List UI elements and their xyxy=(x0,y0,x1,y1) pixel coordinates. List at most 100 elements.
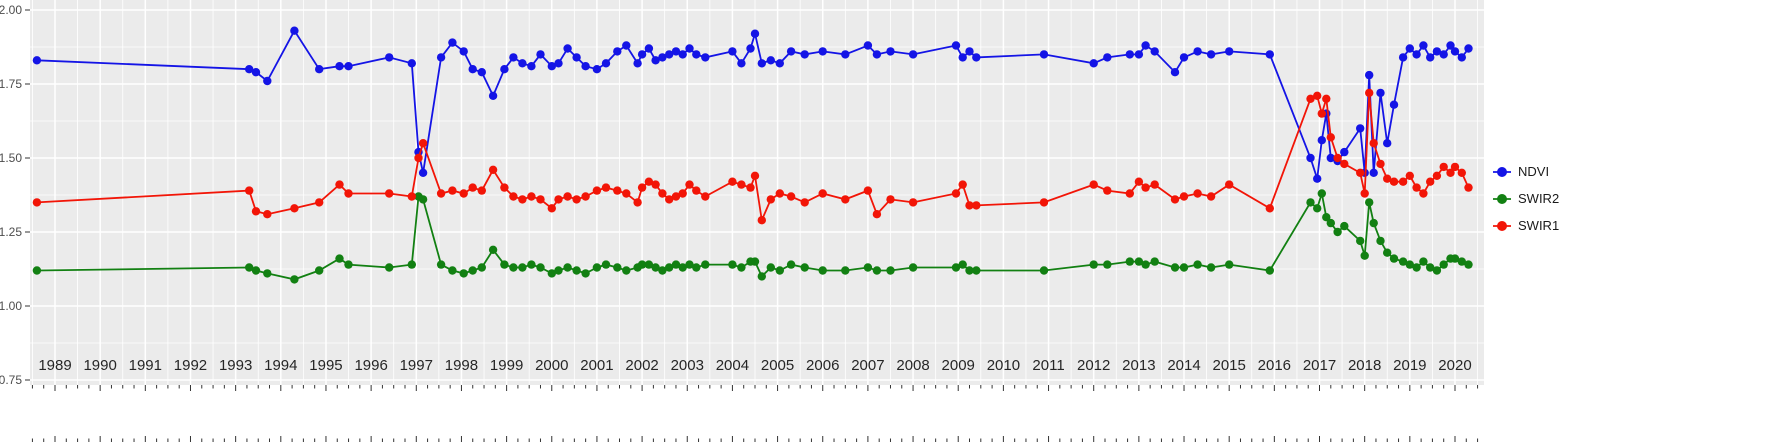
data-point-SWIR2 xyxy=(1439,260,1448,269)
data-point-SWIR1 xyxy=(500,183,509,192)
x-tick-label: 1992 xyxy=(174,357,207,374)
data-point-SWIR2 xyxy=(1179,263,1189,272)
data-point-SWIR1 xyxy=(651,180,660,189)
data-point-SWIR1 xyxy=(1432,171,1442,180)
data-point-NDVI xyxy=(1206,50,1216,59)
data-point-NDVI xyxy=(872,50,882,59)
data-point-SWIR2 xyxy=(678,263,687,272)
data-point-SWIR1 xyxy=(547,204,556,213)
x-tick-label: 2013 xyxy=(1122,357,1155,374)
data-point-NDVI xyxy=(448,38,457,47)
data-point-NDVI xyxy=(251,68,261,77)
data-point-NDVI xyxy=(1150,47,1159,56)
data-point-SWIR2 xyxy=(601,260,611,269)
data-point-SWIR2 xyxy=(592,263,602,272)
data-point-SWIR1 xyxy=(757,216,766,225)
data-point-SWIR2 xyxy=(488,245,498,254)
data-point-SWIR1 xyxy=(750,171,760,180)
data-point-SWIR1 xyxy=(263,210,272,219)
data-point-NDVI xyxy=(965,47,974,56)
data-point-SWIR1 xyxy=(1426,177,1435,186)
data-point-SWIR2 xyxy=(1193,260,1202,269)
data-point-SWIR1 xyxy=(841,195,850,204)
data-point-SWIR2 xyxy=(685,260,694,269)
data-point-SWIR2 xyxy=(701,260,710,269)
data-point-SWIR2 xyxy=(1089,260,1098,269)
data-point-SWIR2 xyxy=(872,266,882,275)
data-point-NDVI xyxy=(750,29,760,38)
x-tick-label: 1990 xyxy=(83,357,116,374)
data-point-NDVI xyxy=(518,59,527,68)
data-point-SWIR1 xyxy=(251,207,261,216)
data-point-SWIR1 xyxy=(344,189,353,198)
data-point-SWIR2 xyxy=(1356,236,1365,246)
data-point-SWIR2 xyxy=(728,260,737,269)
x-tick-label: 2018 xyxy=(1348,357,1381,374)
data-point-SWIR1 xyxy=(572,195,581,204)
data-point-SWIR2 xyxy=(972,266,981,275)
legend-item-swir2: SWIR2 xyxy=(1492,185,1559,212)
data-point-NDVI xyxy=(468,65,477,74)
data-point-NDVI xyxy=(1103,53,1112,62)
data-point-NDVI xyxy=(728,47,737,56)
data-point-SWIR1 xyxy=(800,198,809,207)
y-axis: 0.75 1.00 1.25 1.50 1.75 2.00 xyxy=(0,3,30,387)
data-point-NDVI xyxy=(572,53,581,62)
data-point-NDVI xyxy=(315,65,324,74)
data-point-SWIR1 xyxy=(335,180,344,189)
data-point-SWIR2 xyxy=(1134,257,1144,266)
data-point-NDVI xyxy=(1432,47,1442,56)
data-point-SWIR1 xyxy=(1389,177,1399,186)
x-tick-label: 2001 xyxy=(580,357,613,374)
data-point-SWIR2 xyxy=(518,263,527,272)
x-tick-label: 1996 xyxy=(354,357,387,374)
data-point-SWIR1 xyxy=(601,183,611,192)
legend-key-icon xyxy=(1493,220,1511,231)
x-tick-label: 1999 xyxy=(490,357,523,374)
data-point-SWIR1 xyxy=(766,195,775,204)
legend: NDVI SWIR2 SWIR1 xyxy=(1492,158,1559,239)
data-point-NDVI xyxy=(290,26,299,35)
legend-item-ndvi: NDVI xyxy=(1492,158,1559,185)
data-point-NDVI xyxy=(665,50,674,59)
data-point-SWIR2 xyxy=(1457,257,1467,266)
data-point-NDVI xyxy=(1450,47,1460,56)
data-point-SWIR1 xyxy=(965,201,974,210)
x-tick-label: 2008 xyxy=(896,357,929,374)
data-point-NDVI xyxy=(245,65,254,74)
data-point-NDVI xyxy=(1439,50,1448,59)
series-SWIR1 xyxy=(32,88,1473,225)
data-point-SWIR1 xyxy=(1125,189,1135,198)
data-point-NDVI xyxy=(1265,50,1275,59)
data-point-NDVI xyxy=(554,59,563,68)
data-point-SWIR2 xyxy=(477,263,486,272)
data-point-SWIR1 xyxy=(1103,186,1112,195)
y-tick-label: 1.50 xyxy=(0,151,22,165)
data-point-SWIR2 xyxy=(786,260,796,269)
data-point-SWIR1 xyxy=(958,180,967,189)
data-point-SWIR2 xyxy=(1170,263,1180,272)
data-point-SWIR1 xyxy=(32,198,42,207)
series-line-SWIR1 xyxy=(36,92,1470,224)
data-point-SWIR2 xyxy=(315,266,324,275)
data-point-NDVI xyxy=(1365,70,1374,80)
data-point-SWIR2 xyxy=(1426,263,1435,272)
data-point-SWIR1 xyxy=(1383,174,1392,183)
data-point-SWIR2 xyxy=(1039,266,1049,275)
data-point-SWIR1 xyxy=(1265,204,1275,213)
data-point-NDVI xyxy=(536,50,545,59)
x-tick-label: 1991 xyxy=(129,357,162,374)
data-point-NDVI xyxy=(1376,88,1385,98)
data-point-SWIR1 xyxy=(592,186,602,195)
data-point-SWIR1 xyxy=(1317,109,1327,118)
data-point-SWIR1 xyxy=(1356,168,1365,177)
data-point-SWIR2 xyxy=(737,263,746,272)
data-point-NDVI xyxy=(459,47,468,56)
x-tick-label: 2007 xyxy=(851,357,884,374)
data-point-SWIR1 xyxy=(1089,180,1098,189)
x-tick-label: 2014 xyxy=(1167,357,1200,374)
data-point-NDVI xyxy=(1141,41,1150,50)
data-point-SWIR1 xyxy=(644,177,654,186)
y-tick-label: 0.75 xyxy=(0,373,22,387)
data-point-NDVI xyxy=(622,41,631,50)
